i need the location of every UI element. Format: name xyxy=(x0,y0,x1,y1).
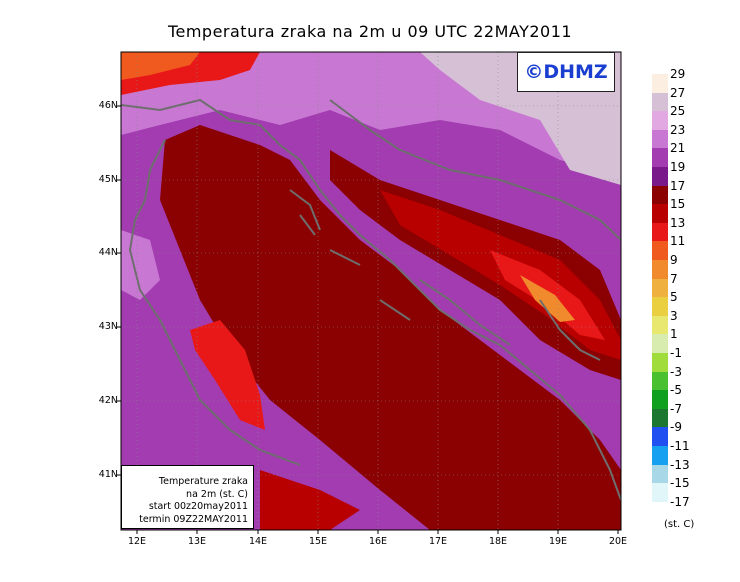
graticule xyxy=(121,52,621,530)
dalmatian-islands xyxy=(289,189,411,321)
legend-label: -7 xyxy=(670,401,682,416)
info-box: Temperature zraka na 2m (st. C) start 00… xyxy=(121,465,254,529)
legend-label: 25 xyxy=(670,104,686,119)
lat-label: 42N xyxy=(98,395,118,406)
legend-label: 7 xyxy=(670,271,678,286)
legend-label: -11 xyxy=(670,439,690,453)
legend-swatch xyxy=(652,408,668,428)
lon-label: 20E xyxy=(608,536,628,547)
legend-swatch xyxy=(652,92,668,112)
legend-label: -1 xyxy=(670,346,682,360)
calabria-hot xyxy=(260,470,360,530)
legend-label: -13 xyxy=(670,457,690,472)
legend-swatch xyxy=(652,185,668,205)
lat-label: 46N xyxy=(98,100,118,111)
legend-swatch xyxy=(652,222,668,242)
lon-label: 17E xyxy=(428,536,448,547)
legend-label: 9 xyxy=(670,253,678,267)
legend-swatch xyxy=(652,446,668,465)
legend-swatch xyxy=(652,353,668,372)
legend-label: 19 xyxy=(670,160,686,174)
lat-label: 45N xyxy=(98,174,118,185)
coastlines xyxy=(121,98,621,501)
legend-label: 5 xyxy=(670,290,678,305)
legend-label: 27 xyxy=(670,85,686,100)
info-line: Temperature zraka xyxy=(158,476,248,487)
legend-label: 3 xyxy=(670,308,678,323)
temperature-field xyxy=(121,52,621,530)
po-valley-hot xyxy=(121,52,200,80)
legend-label: -5 xyxy=(670,383,682,398)
legend-label: 13 xyxy=(670,215,686,230)
legend-swatch xyxy=(652,241,668,260)
info-line: start 00z20may2011 xyxy=(148,501,248,513)
legend-label: -3 xyxy=(670,364,682,379)
bosnia-border xyxy=(419,279,511,346)
legend-swatch xyxy=(652,111,668,130)
lon-label: 12E xyxy=(127,536,147,547)
legend-swatch xyxy=(652,464,668,484)
legend-swatch xyxy=(652,74,668,93)
lon-label: 16E xyxy=(368,536,388,547)
legend-label: 11 xyxy=(670,234,686,249)
eastern-coastline xyxy=(121,98,621,501)
legend-label: -17 xyxy=(670,494,690,509)
lon-label: 13E xyxy=(187,536,207,547)
bosnia-hottest-core xyxy=(520,275,575,322)
info-line: na 2m (st. C) xyxy=(186,488,248,500)
legend-swatch xyxy=(652,148,668,167)
legend-swatch xyxy=(652,371,668,391)
lon-label: 19E xyxy=(548,536,568,547)
lat-label: 44N xyxy=(98,247,118,258)
lat-label: 41N xyxy=(98,469,118,480)
info-line: termin 09Z22MAY2011 xyxy=(139,513,248,525)
legend-swatch xyxy=(652,315,668,335)
montenegro-border xyxy=(539,299,601,361)
legend-swatch xyxy=(652,427,668,446)
map-frame xyxy=(120,51,622,531)
legend-swatch xyxy=(652,167,668,186)
legend-swatch xyxy=(652,278,668,298)
axis-ticks xyxy=(117,105,619,534)
legend-swatch xyxy=(652,129,668,149)
adriatic-sea xyxy=(160,125,621,530)
legend-swatch xyxy=(652,483,668,502)
dhmz-logo: ©DHMZ xyxy=(517,52,615,92)
legend-swatch xyxy=(652,204,668,223)
lon-label: 14E xyxy=(248,536,268,547)
legend-swatch xyxy=(652,334,668,353)
croatia-northern-border xyxy=(329,99,621,241)
legend-label: -9 xyxy=(670,420,682,435)
apennine-hot-patch xyxy=(190,320,265,430)
map-title: Temperatura zraka na 2m u 09 UTC 22MAY20… xyxy=(167,22,573,41)
legend-label: 15 xyxy=(670,197,686,212)
lon-label: 15E xyxy=(308,536,328,547)
legend-label: 29 xyxy=(670,67,686,81)
italian-east-coast xyxy=(128,139,301,466)
lon-label: 18E xyxy=(488,536,508,547)
lat-label: 43N xyxy=(98,321,118,332)
legend-label: 21 xyxy=(670,141,686,156)
legend-label: 1 xyxy=(670,327,678,342)
legend-label: 23 xyxy=(670,122,686,137)
legend-swatch xyxy=(652,297,668,316)
legend-label: 17 xyxy=(670,178,686,193)
legend-label: -15 xyxy=(670,476,690,491)
legend-unit: (st. C) xyxy=(664,519,695,530)
legend-swatch xyxy=(652,260,668,279)
legend-swatch xyxy=(652,390,668,409)
